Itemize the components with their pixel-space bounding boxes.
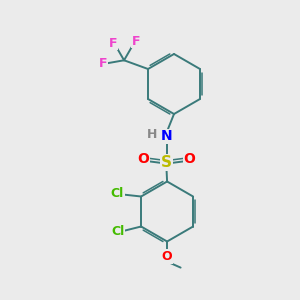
Text: F: F	[132, 34, 140, 48]
Text: Cl: Cl	[111, 225, 124, 238]
Text: O: O	[162, 250, 172, 263]
Text: S: S	[161, 155, 172, 170]
Text: F: F	[98, 57, 107, 70]
Text: Cl: Cl	[111, 187, 124, 200]
Text: N: N	[161, 130, 172, 143]
Text: F: F	[108, 37, 117, 50]
Text: O: O	[137, 152, 149, 166]
Text: O: O	[184, 152, 196, 166]
Text: H: H	[147, 128, 158, 142]
